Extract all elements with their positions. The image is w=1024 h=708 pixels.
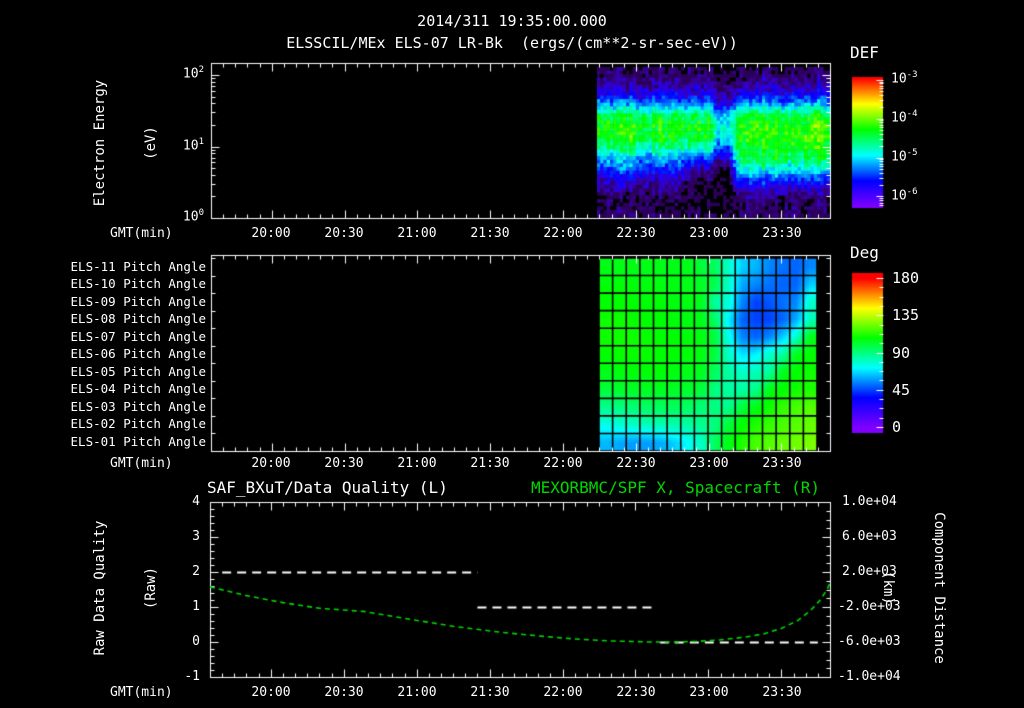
colorbar-tick-label: 90 — [892, 344, 911, 362]
x-tick-label: 22:30 — [616, 456, 656, 471]
colorbar-tick-label: 10-3 — [891, 70, 918, 87]
colorbar-title: DEF — [850, 43, 879, 62]
y-tick-label: 2 — [192, 564, 200, 579]
y-tick-label: 3 — [192, 529, 200, 544]
x-tick-label: 22:30 — [616, 685, 656, 700]
x-tick-label: 22:00 — [543, 685, 583, 700]
x-tick-label: 22:30 — [616, 226, 656, 241]
x-tick-label: 23:30 — [762, 685, 802, 700]
colorbar-tick-label: 10-6 — [891, 187, 918, 204]
x-tick-label: 20:00 — [251, 456, 291, 471]
y-tick-label: 4 — [192, 494, 200, 509]
y-tick-label: -1 — [184, 669, 200, 684]
pitch-row-label: ELS-06 Pitch Angle — [70, 346, 206, 361]
page-title: 2014/311 19:35:00.000 — [417, 12, 607, 30]
y-tick-label: 1.0e+04 — [842, 494, 897, 509]
x-tick-label: 21:00 — [397, 456, 437, 471]
y-tick-label: 1 — [192, 599, 200, 614]
x-axis-label: GMT(min) — [110, 685, 173, 700]
colorbar-tick-label: 10-5 — [891, 148, 918, 165]
pitch-row-label: ELS-04 Pitch Angle — [70, 381, 206, 396]
y-tick-label: 0 — [192, 634, 200, 649]
y-tick-label: 6.0e+03 — [842, 529, 897, 544]
x-axis-label: GMT(min) — [110, 456, 173, 471]
y-tick-label: 102 — [182, 65, 204, 82]
x-tick-label: 21:30 — [470, 226, 510, 241]
x-tick-label: 20:30 — [324, 456, 364, 471]
x-tick-label: 21:00 — [397, 226, 437, 241]
x-tick-label: 21:30 — [470, 685, 510, 700]
x-tick-label: 20:00 — [251, 226, 291, 241]
x-axis-label: GMT(min) — [110, 226, 173, 241]
y-tick-label: 100 — [182, 208, 204, 225]
left-series-title: SAF_BXuT/Data Quality (L) — [207, 478, 448, 497]
x-tick-label: 23:00 — [689, 685, 729, 700]
instrument-title: ELSSCIL/MEx ELS-07 LR-Bk (ergs/(cm**2-sr… — [286, 34, 738, 52]
colorbar-tick-label: 10-4 — [891, 109, 918, 126]
y-tick-label: -1.0e+04 — [838, 669, 901, 684]
pitch-row-label: ELS-05 Pitch Angle — [70, 364, 206, 379]
colorbar-tick-label: 45 — [892, 381, 911, 399]
y-tick-label: -2.0e+03 — [838, 599, 901, 614]
pitch-row-label: ELS-08 Pitch Angle — [70, 311, 206, 326]
pitch-row-label: ELS-01 Pitch Angle — [70, 434, 206, 449]
colorbar-tick-label: 135 — [892, 306, 920, 324]
colorbar-title: Deg — [850, 243, 879, 262]
pitch-row-label: ELS-07 Pitch Angle — [70, 329, 206, 344]
colorbar-tick-label: 0 — [892, 418, 902, 436]
x-tick-label: 21:00 — [397, 685, 437, 700]
x-tick-label: 23:30 — [762, 226, 802, 241]
y-tick-label: 101 — [182, 137, 204, 154]
x-tick-label: 22:00 — [543, 456, 583, 471]
x-tick-label: 22:00 — [543, 226, 583, 241]
x-tick-label: 23:30 — [762, 456, 802, 471]
pitch-row-label: ELS-09 Pitch Angle — [70, 294, 206, 309]
x-tick-label: 20:30 — [324, 226, 364, 241]
x-tick-label: 20:30 — [324, 685, 364, 700]
quality-y-axis-label: Raw Data Quality (Raw) — [92, 520, 159, 656]
pitch-row-label: ELS-11 Pitch Angle — [70, 259, 206, 274]
pitch-row-label: ELS-03 Pitch Angle — [70, 399, 206, 414]
pitch-row-label: ELS-02 Pitch Angle — [70, 416, 206, 431]
distance-y-axis-label: Component Distance (km) — [880, 512, 947, 664]
y-tick-label: 2.0e+03 — [842, 564, 897, 579]
x-tick-label: 23:00 — [689, 226, 729, 241]
x-tick-label: 21:30 — [470, 456, 510, 471]
x-tick-label: 23:00 — [689, 456, 729, 471]
x-tick-label: 20:00 — [251, 685, 291, 700]
colorbar-tick-label: 180 — [892, 269, 920, 287]
spectrogram-y-axis-label: Electron Energy (eV) — [92, 79, 159, 207]
right-series-title: MEXORBMC/SPF X, Spacecraft (R) — [531, 478, 820, 497]
pitch-row-label: ELS-10 Pitch Angle — [70, 276, 206, 291]
y-tick-label: -6.0e+03 — [838, 634, 901, 649]
